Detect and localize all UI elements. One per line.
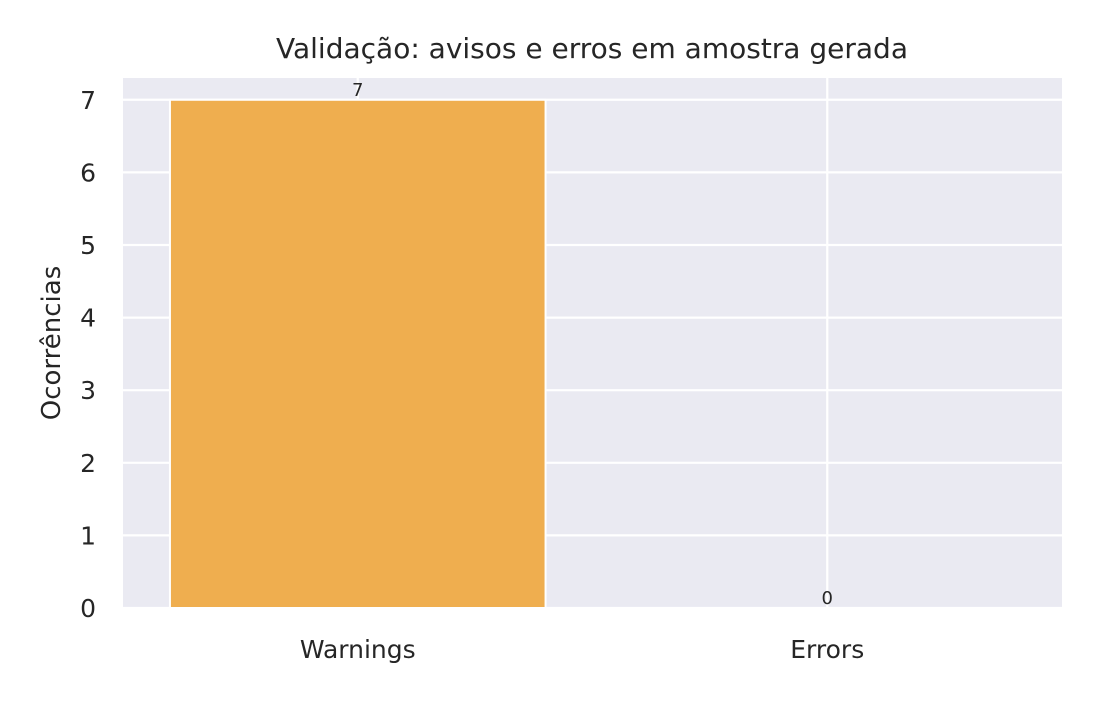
y-tick-label: 7 — [80, 86, 96, 115]
data-label: 0 — [822, 588, 833, 609]
y-tick-label: 0 — [80, 594, 96, 623]
y-tick-label: 2 — [80, 449, 96, 478]
y-tick-label: 6 — [80, 158, 96, 187]
y-tick-label: 4 — [80, 304, 96, 333]
y-axis-ticks: 0 1 2 3 4 5 6 7 — [80, 86, 96, 623]
x-axis-ticks: Warnings Errors — [300, 635, 864, 664]
y-tick-label: 1 — [80, 521, 96, 550]
x-tick-label: Errors — [790, 635, 864, 664]
y-tick-label: 3 — [80, 376, 96, 405]
bars — [168, 98, 547, 609]
chart-title: Validação: avisos e erros em amostra ger… — [276, 32, 908, 65]
data-label: 7 — [352, 80, 363, 101]
x-tick-label: Warnings — [300, 635, 416, 664]
y-axis-label: Ocorrências — [37, 266, 67, 421]
bar-warnings — [168, 98, 547, 609]
data-labels: 70 — [352, 80, 833, 609]
y-tick-label: 5 — [80, 231, 96, 260]
